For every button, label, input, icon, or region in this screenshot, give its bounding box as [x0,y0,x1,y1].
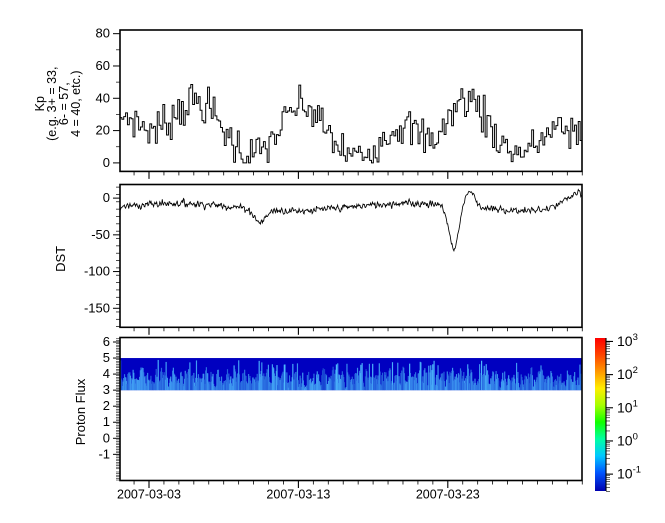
svg-text:6: 6 [103,334,110,349]
svg-text:-100: -100 [84,264,110,279]
svg-text:10-1: 10-1 [617,465,641,482]
svg-text:100: 100 [617,431,638,448]
svg-text:2: 2 [103,398,110,413]
svg-text:2007-03-13: 2007-03-13 [266,488,330,502]
svg-text:103: 103 [617,332,638,349]
svg-text:2007-03-03: 2007-03-03 [117,488,181,502]
svg-text:3: 3 [103,382,110,397]
svg-text:102: 102 [617,365,638,382]
svg-text:0: 0 [103,190,110,205]
svg-text:-50: -50 [91,227,110,242]
svg-text:Proton Flux: Proton Flux [73,378,88,445]
svg-text:4: 4 [103,366,110,381]
svg-text:101: 101 [617,398,638,415]
svg-text:-150: -150 [84,300,110,315]
svg-text:20: 20 [96,123,110,138]
svg-text:-1: -1 [98,446,110,461]
svg-text:DST: DST [53,246,68,272]
svg-text:2007-03-23: 2007-03-23 [416,488,480,502]
svg-text:4 = 40, etc.): 4 = 40, etc.) [69,71,83,137]
svg-text:1: 1 [103,414,110,429]
svg-text:0: 0 [103,155,110,170]
svg-text:5: 5 [103,350,110,365]
svg-text:40: 40 [96,90,110,105]
svg-text:80: 80 [96,26,110,41]
svg-text:60: 60 [96,58,110,73]
svg-text:0: 0 [103,430,110,445]
